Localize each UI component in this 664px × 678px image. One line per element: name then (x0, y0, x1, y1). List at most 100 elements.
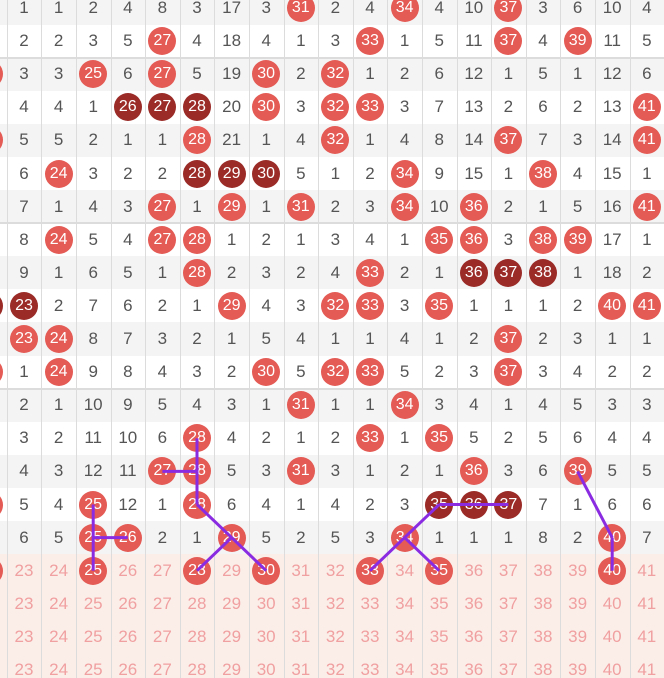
selected-number-ball[interactable]: 40 (598, 556, 627, 585)
selectable-number[interactable]: 24 (49, 593, 69, 613)
number-ball[interactable]: 27 (148, 225, 177, 254)
number-ball[interactable]: 24 (44, 225, 73, 254)
selectable-number[interactable]: 31 (291, 560, 311, 580)
consecutive-number-ball[interactable]: 23 (10, 291, 38, 320)
selectable-number[interactable]: 40 (602, 593, 622, 613)
number-ball[interactable]: 33 (356, 291, 384, 320)
number-ball[interactable]: 34 (390, 523, 419, 552)
number-ball[interactable]: 37 (494, 358, 523, 387)
selectable-number[interactable]: 40 (602, 660, 622, 678)
number-ball[interactable]: 34 (390, 0, 419, 22)
number-ball[interactable]: 27 (148, 192, 177, 221)
selectable-number[interactable]: 26 (118, 593, 138, 613)
selectable-number[interactable]: 37 (498, 593, 518, 613)
number-ball[interactable]: 24 (44, 325, 73, 353)
number-ball[interactable]: 27 (148, 60, 177, 89)
number-ball[interactable]: 32 (321, 93, 350, 122)
number-ball[interactable]: 34 (390, 391, 419, 420)
number-ball[interactable]: 31 (286, 457, 315, 486)
number-ball[interactable]: 27 (148, 457, 177, 486)
selectable-number[interactable]: 29 (222, 660, 242, 678)
selectable-number[interactable]: 39 (568, 560, 588, 580)
selectable-number[interactable]: 23 (14, 560, 34, 580)
selectable-number[interactable]: 25 (83, 660, 103, 678)
selectable-number[interactable]: 28 (187, 593, 207, 613)
selectable-number[interactable]: 30 (256, 660, 276, 678)
consecutive-number-ball[interactable]: 37 (494, 490, 523, 519)
selectable-number[interactable]: 32 (325, 560, 345, 580)
selectable-number[interactable]: 39 (568, 626, 588, 646)
number-ball[interactable]: 41 (632, 93, 661, 122)
number-ball[interactable]: 39 (563, 27, 592, 56)
selectable-number[interactable]: 35 (429, 660, 449, 678)
number-ball[interactable]: 41 (632, 126, 661, 155)
number-ball[interactable]: 37 (494, 325, 523, 353)
selectable-number[interactable]: 32 (325, 660, 345, 678)
selectable-number[interactable]: 26 (118, 626, 138, 646)
selectable-number[interactable]: 23 (14, 626, 34, 646)
consecutive-number-ball[interactable]: 28 (183, 159, 211, 188)
selectable-number[interactable]: 30 (256, 626, 276, 646)
selectable-number[interactable]: 29 (222, 593, 242, 613)
number-ball[interactable]: 25 (79, 490, 108, 519)
consecutive-number-ball[interactable]: 29 (217, 159, 246, 188)
number-ball[interactable]: 40 (598, 291, 627, 320)
selectable-number[interactable]: 37 (498, 560, 518, 580)
number-ball[interactable]: 38 (529, 225, 557, 254)
consecutive-number-ball[interactable]: 35 (425, 490, 454, 519)
number-ball[interactable]: 39 (563, 457, 592, 486)
selectable-number[interactable]: 36 (464, 660, 484, 678)
number-ball[interactable]: 33 (356, 424, 384, 453)
number-ball[interactable]: 32 (321, 60, 350, 89)
selectable-number[interactable]: 35 (429, 593, 449, 613)
number-ball[interactable]: 36 (459, 192, 488, 221)
number-ball[interactable]: 25 (79, 60, 108, 89)
selectable-number[interactable]: 38 (533, 626, 553, 646)
number-ball[interactable]: 29 (217, 523, 246, 552)
selectable-number[interactable]: 37 (498, 626, 518, 646)
number-ball[interactable]: 40 (598, 523, 627, 552)
number-ball[interactable]: 22 (0, 358, 4, 387)
consecutive-number-ball[interactable]: 26 (113, 93, 142, 122)
selectable-number[interactable]: 33 (360, 626, 380, 646)
number-ball[interactable]: 22 (0, 490, 4, 519)
selectable-number[interactable]: 29 (222, 560, 242, 580)
number-ball[interactable]: 36 (459, 225, 488, 254)
number-ball[interactable]: 32 (321, 126, 350, 155)
number-ball[interactable]: 35 (425, 225, 454, 254)
selectable-number[interactable]: 26 (118, 660, 138, 678)
selectable-number[interactable]: 25 (83, 626, 103, 646)
consecutive-number-ball[interactable]: 30 (252, 159, 281, 188)
number-ball[interactable]: 22 (0, 291, 4, 320)
consecutive-number-ball[interactable]: 28 (183, 93, 211, 122)
selectable-number[interactable]: 31 (291, 593, 311, 613)
selectable-number[interactable]: 24 (49, 660, 69, 678)
selectable-number[interactable]: 26 (118, 560, 138, 580)
number-ball[interactable]: 28 (183, 126, 211, 155)
selectable-number[interactable]: 25 (83, 593, 103, 613)
number-ball[interactable]: 31 (286, 192, 315, 221)
number-ball[interactable]: 38 (529, 159, 557, 188)
number-ball[interactable]: 26 (113, 523, 142, 552)
selectable-number[interactable]: 27 (152, 626, 172, 646)
selectable-number[interactable]: 41 (637, 593, 657, 613)
selectable-number[interactable]: 31 (291, 626, 311, 646)
number-ball[interactable]: 29 (217, 192, 246, 221)
number-ball[interactable]: 35 (425, 424, 454, 453)
number-ball[interactable]: 33 (356, 93, 384, 122)
consecutive-number-ball[interactable]: 38 (529, 258, 557, 287)
selectable-number[interactable]: 34 (395, 560, 415, 580)
number-ball[interactable]: 34 (390, 159, 419, 188)
number-ball[interactable]: 33 (356, 358, 384, 387)
number-ball[interactable]: 23 (10, 325, 38, 353)
selectable-number[interactable]: 40 (602, 626, 622, 646)
number-ball[interactable]: 22 (0, 126, 4, 155)
selectable-number[interactable]: 34 (395, 660, 415, 678)
number-ball[interactable]: 36 (459, 457, 488, 486)
selectable-number[interactable]: 24 (49, 626, 69, 646)
selectable-number[interactable]: 23 (14, 593, 34, 613)
selectable-number[interactable]: 32 (325, 626, 345, 646)
number-ball[interactable]: 24 (44, 358, 73, 387)
selectable-number[interactable]: 39 (568, 593, 588, 613)
consecutive-number-ball[interactable]: 36 (459, 258, 488, 287)
